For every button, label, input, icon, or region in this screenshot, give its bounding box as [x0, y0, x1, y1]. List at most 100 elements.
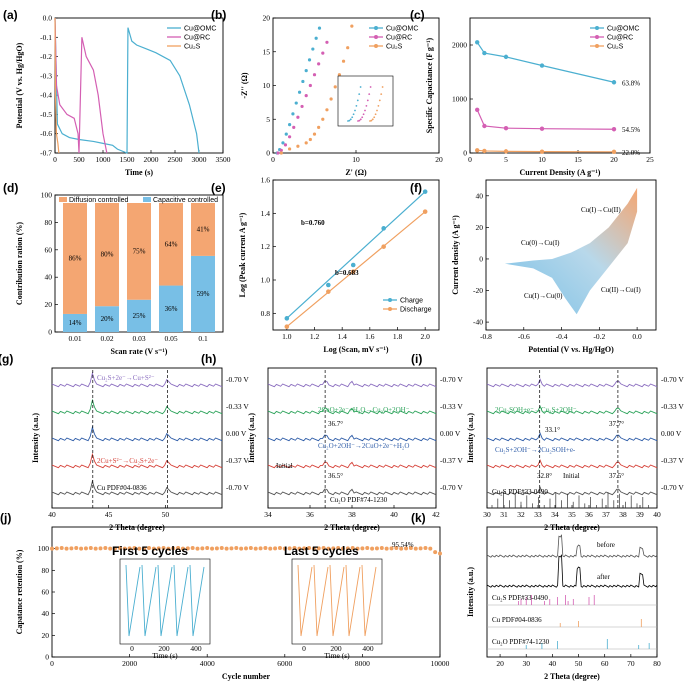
data-point-retention [214, 546, 219, 551]
x-axis-label-e: Log (Scan, mV s⁻¹) [323, 345, 388, 354]
legend-marker-b [374, 35, 378, 39]
inset-cycle-line [125, 564, 141, 637]
data-point-Discharge [422, 209, 428, 214]
data-point-Cu@OMC [317, 26, 322, 30]
x-tick-label-b: 20 [435, 155, 443, 164]
y-tick-label-e: 1.4 [261, 209, 271, 218]
legend-entry-e: Charge [400, 298, 423, 305]
inset-cycle-line [361, 564, 377, 637]
initial-label-i: Initial [563, 472, 580, 480]
data-point-Cu@RC [292, 125, 296, 129]
data-point-Cu2S [288, 147, 292, 151]
x-tick-label-a: 2500 [168, 155, 183, 164]
inset-point [355, 104, 358, 107]
x-tick-label-j: 4000 [200, 659, 215, 668]
final-retention-label: 95.54% [392, 541, 414, 549]
data-point-Cu2S [346, 46, 350, 50]
x-tick-label-e: 1.4 [337, 332, 347, 341]
data-point-retention [166, 546, 171, 551]
data-point-retention [142, 546, 147, 551]
x-tick-label-k: 50 [575, 659, 583, 668]
data-point-Cu@OMC [307, 58, 312, 62]
data-point-retention [438, 551, 442, 556]
data-point-retention [355, 546, 360, 551]
inset-cycle-line [329, 564, 345, 637]
legend-swatch-diffusion [59, 197, 67, 202]
x-tick-label-i: 39 [636, 510, 644, 519]
bar-label-diffusion: 41% [197, 225, 210, 233]
potential-label-h: -0.37 V [440, 456, 463, 465]
data-point-retention [263, 546, 268, 551]
x-tick-label-a: 1000 [96, 155, 111, 164]
xrd-curve-g [51, 479, 223, 496]
y-tick-label-f: 40 [476, 191, 484, 200]
inset-title-last: Last 5 cycles [284, 544, 359, 558]
data-point-retention [277, 546, 282, 551]
inset-point [374, 113, 377, 116]
redox-annotation: Cu(I)→Cu(II) [581, 206, 621, 214]
data-point-retention [399, 546, 404, 551]
x-tick-label-g: 40 [48, 510, 56, 519]
retention-annotation: 22.0% [622, 149, 640, 157]
legend-marker-c [595, 35, 599, 39]
x-tick-label-i: 35 [568, 510, 576, 519]
y-tick-label-a: -0.5 [40, 110, 52, 119]
data-point-retention [404, 546, 409, 551]
data-point-retention [297, 546, 302, 551]
y-tick-label-e: 0.8 [261, 309, 271, 318]
panel-label-i: (i) [411, 352, 422, 366]
data-point-retention [287, 546, 292, 551]
data-point-retention [365, 546, 370, 551]
y-tick-label-j: 40 [42, 609, 50, 618]
bar-label-capacitive: 59% [197, 290, 210, 298]
inset-point [358, 119, 361, 122]
data-point-Cu@OMC [284, 132, 288, 136]
inset-point [369, 86, 372, 88]
x-tick-label-i: 30 [483, 510, 491, 519]
potential-label-g: -0.70 V [226, 483, 249, 492]
legend-entry-d: Capacitive controlled [153, 197, 218, 204]
y-axis-label-d: Contribution ration (%) [15, 222, 24, 305]
panel-label-b: (b) [211, 8, 226, 22]
y-axis-label-i: Intensity (a.u.) [466, 413, 475, 463]
x-tick-label-i: 38 [619, 510, 627, 519]
x-tick-label-i: 40 [653, 510, 661, 519]
data-point-Cu2S [611, 149, 617, 155]
y-tick-label-e: 1.2 [261, 242, 271, 251]
data-point-Cu2S [312, 132, 317, 136]
x-tick-label-f: -0.4 [556, 332, 568, 341]
inset-point [359, 86, 362, 88]
data-point-retention [190, 546, 195, 551]
fit-line-Charge [286, 191, 426, 319]
legend-marker-e [388, 307, 392, 311]
series-line-Cu2S [54, 17, 60, 154]
panel-label-e: (e) [211, 181, 226, 195]
data-point-Discharge [326, 289, 331, 294]
data-point-Cu@RC [288, 135, 292, 139]
x-tick-label-d: 0.03 [132, 334, 145, 343]
x-tick-label-h: 34 [264, 510, 272, 519]
data-point-Cu@RC [325, 40, 329, 44]
peak-label-h: 36.7° [328, 420, 343, 428]
bar-diffusion [63, 203, 87, 314]
data-point-retention [307, 546, 312, 551]
data-point-retention [345, 546, 350, 551]
y-tick-label-d: 20 [45, 300, 53, 309]
x-tick-label-h: 42 [432, 510, 440, 519]
slope-label-charge: b=0.760 [301, 219, 325, 227]
initial-label-h: Initial [276, 462, 293, 470]
bar-diffusion [95, 203, 119, 307]
data-point-retention [292, 546, 297, 551]
data-point-retention [185, 546, 190, 551]
data-point-Cu@RC [279, 148, 283, 152]
data-point-retention [156, 546, 161, 551]
xrd-curve-h [267, 461, 437, 469]
plot-frame-c [469, 17, 651, 154]
potential-label-h: -0.70 V [440, 483, 463, 492]
data-point-Cu@OMC [314, 36, 318, 40]
data-point-Cu2S [317, 125, 321, 129]
data-point-retention [229, 546, 234, 551]
data-point-retention [83, 546, 88, 551]
inset-point [351, 116, 354, 119]
legend-entry-d: Diffusion controlled [69, 197, 129, 204]
